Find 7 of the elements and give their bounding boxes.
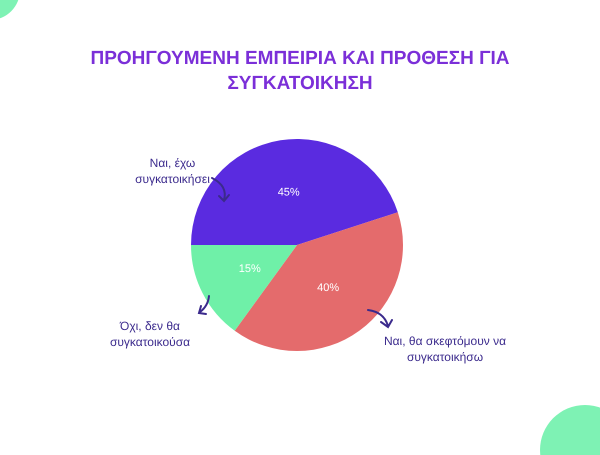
data-label: 45% [278,186,300,199]
data-label: 15% [238,263,261,276]
slice-label: Ναι, έχω συγκατοικήσει [134,155,211,187]
data-label: 40% [317,282,340,294]
slice-label: Όχι, δεν θα συγκατοικούσα [108,318,192,350]
slice-label: Ναι, θα σκεφτόμουν να συγκατοικήσω [382,333,508,365]
chart-title: ΠΡΟΗΓΟΥΜΕΝΗ ΕΜΠΕΙΡΙΑ ΚΑΙ ΠΡΟΘΕΣΗ ΓΙΑ ΣΥΓΚΑΤΟΙΚΗΣΗ [89,47,511,96]
